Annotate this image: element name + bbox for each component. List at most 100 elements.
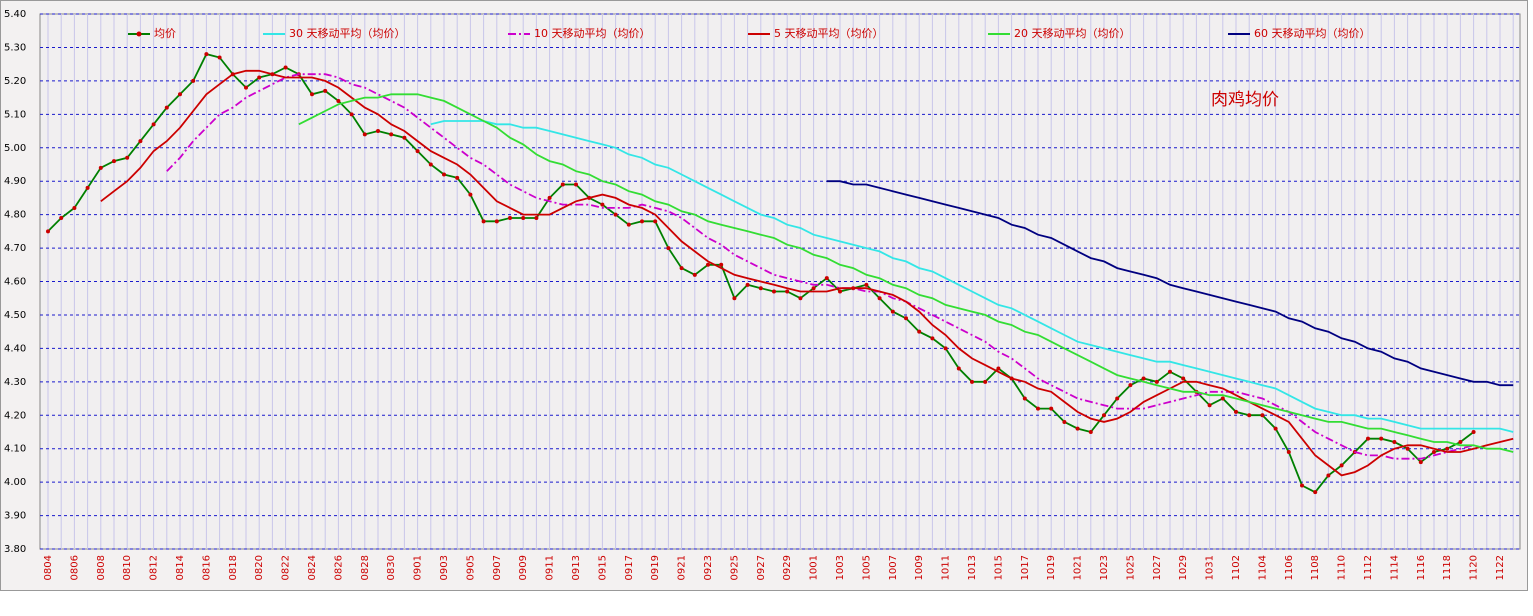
data-point <box>455 175 460 180</box>
data-point <box>1260 413 1265 418</box>
data-point <box>442 172 446 177</box>
series-line <box>430 120 1514 433</box>
data-point <box>1102 413 1106 418</box>
data-point <box>574 182 578 187</box>
x-tick-label: 0927 <box>756 555 767 580</box>
data-point <box>1247 413 1252 418</box>
x-tick-label: 0919 <box>650 555 661 580</box>
series-line <box>166 73 1474 460</box>
data-point <box>877 296 882 301</box>
x-tick-label: 1005 <box>861 555 872 580</box>
data-point <box>679 266 684 271</box>
x-tick-label: 1120 <box>1469 555 1480 580</box>
data-point <box>653 219 658 224</box>
x-tick-label: 1031 <box>1205 555 1216 580</box>
data-point <box>534 215 539 220</box>
legend-marker <box>136 31 142 37</box>
data-point <box>666 246 671 251</box>
y-tick-label: 4.80 <box>4 210 26 221</box>
data-point <box>772 289 776 294</box>
y-tick-label: 5.10 <box>4 109 26 120</box>
data-point <box>402 135 407 140</box>
data-point <box>824 276 829 281</box>
x-tick-label: 1114 <box>1389 555 1400 580</box>
data-point <box>1115 396 1120 401</box>
x-tick-label: 0921 <box>677 555 688 580</box>
data-point <box>191 78 196 83</box>
data-point <box>798 296 803 301</box>
x-tick-label: 1106 <box>1284 555 1295 580</box>
x-tick-label: 0814 <box>175 555 186 580</box>
x-tick-label: 1003 <box>835 555 846 580</box>
x-tick-label: 0909 <box>518 555 529 580</box>
legend-label: 30 天移动平均（均价） <box>289 27 406 40</box>
x-tick-label: 1027 <box>1152 555 1163 580</box>
data-point <box>1088 429 1093 434</box>
data-point <box>98 165 103 170</box>
x-tick-label: 0929 <box>782 555 793 580</box>
data-point <box>930 336 935 341</box>
y-tick-label: 4.60 <box>4 277 26 288</box>
data-point <box>1022 396 1027 401</box>
data-point <box>626 222 631 227</box>
data-point <box>996 366 1001 371</box>
y-tick-label: 5.20 <box>4 76 26 87</box>
data-point <box>943 346 948 351</box>
x-tick-label: 0816 <box>201 555 212 580</box>
data-point <box>1432 450 1436 455</box>
x-tick-label: 1009 <box>914 555 925 580</box>
series-line <box>826 180 1514 387</box>
annotation: 肉鸡均价 <box>1211 90 1279 110</box>
data-point <box>560 182 565 187</box>
data-point <box>917 329 922 334</box>
data-point <box>1049 406 1054 411</box>
legend-label: 5 天移动平均（均价） <box>774 27 884 40</box>
series-line <box>100 69 1514 477</box>
data-point <box>59 215 64 220</box>
data-point <box>389 132 394 137</box>
data-point <box>640 219 644 224</box>
x-tick-label: 0810 <box>122 555 133 580</box>
x-tick-label: 0923 <box>703 555 714 580</box>
x-tick-label: 0830 <box>386 555 397 580</box>
data-point <box>1405 446 1410 451</box>
x-tick-label: 1108 <box>1310 555 1321 580</box>
x-tick-label: 0905 <box>465 555 476 580</box>
data-point <box>178 92 182 97</box>
data-point <box>164 105 169 110</box>
x-tick-label: 0818 <box>228 555 239 580</box>
data-point <box>125 155 130 160</box>
x-tick-label: 1011 <box>941 555 952 580</box>
data-point <box>956 366 961 371</box>
data-point <box>1379 436 1384 441</box>
data-point <box>1458 440 1463 444</box>
data-point <box>468 192 473 197</box>
data-point <box>613 212 618 217</box>
x-tick-label: 0907 <box>492 555 503 580</box>
data-point <box>362 132 367 137</box>
x-tick-label: 1112 <box>1363 555 1374 580</box>
x-tick-label: 0822 <box>281 555 292 580</box>
data-point <box>1471 429 1476 434</box>
data-point <box>376 129 380 134</box>
data-point <box>244 85 248 90</box>
data-point <box>481 219 486 224</box>
data-point <box>864 282 869 287</box>
data-point <box>217 55 222 60</box>
y-tick-label: 3.90 <box>4 511 26 522</box>
y-tick-label: 4.90 <box>4 176 26 187</box>
y-tick-label: 4.50 <box>4 310 26 321</box>
data-point <box>1062 419 1067 424</box>
data-point <box>1313 490 1318 495</box>
x-tick-label: 0804 <box>43 555 54 580</box>
y-tick-label: 5.40 <box>4 9 26 20</box>
data-point <box>758 286 763 291</box>
x-tick-label: 0903 <box>439 555 450 580</box>
data-point <box>1220 396 1225 401</box>
data-point <box>323 88 328 93</box>
data-point <box>745 282 750 287</box>
x-tick-label: 1122 <box>1495 555 1506 580</box>
data-point <box>1366 436 1370 441</box>
data-point <box>1141 376 1146 381</box>
data-point <box>521 215 526 220</box>
